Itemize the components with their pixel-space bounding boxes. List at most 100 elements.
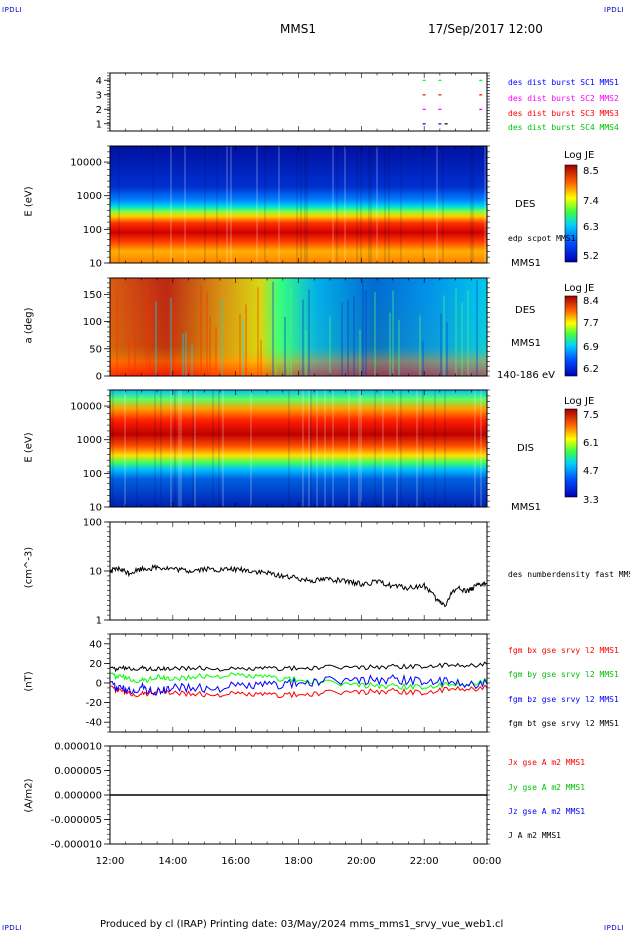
legend-bz: fgm bz gse srvy l2 MMS1 bbox=[508, 695, 619, 704]
des-pitch-texture bbox=[422, 340, 424, 376]
legend-by: fgm by gse srvy l2 MMS1 bbox=[508, 670, 619, 679]
ylabel-current: (A/m2) bbox=[23, 778, 35, 813]
dis-energy-spectrogram-texture bbox=[174, 390, 176, 507]
des-pitch-texture bbox=[359, 329, 361, 376]
colorbar-pitch bbox=[564, 295, 578, 377]
des-energy-spectrogram-texture bbox=[368, 146, 370, 263]
y-tick-label: 0.000000 bbox=[54, 791, 102, 802]
y-tick-label: 0.000005 bbox=[54, 766, 102, 777]
legend-jz: Jz gse A m2 MMS1 bbox=[508, 807, 586, 816]
colorbar-des-mid2: 7.4 bbox=[583, 196, 599, 207]
des-energy-spectrogram-texture bbox=[332, 146, 334, 263]
des-pitch-texture bbox=[215, 326, 217, 376]
dis-energy-spectrogram-texture bbox=[212, 390, 214, 507]
des-pitch-texture bbox=[353, 295, 355, 376]
x-tick-label: 16:00 bbox=[221, 856, 250, 867]
des-pitch-texture bbox=[302, 299, 304, 376]
dis-energy-spectrogram-texture bbox=[444, 390, 446, 507]
des-pitch-texture bbox=[284, 316, 286, 376]
colorbar-dis-mid2: 6.1 bbox=[583, 438, 599, 449]
des-energy-spectrogram-texture bbox=[472, 146, 474, 263]
legend-burst-sc2: des dist burst SC2 MMS2 bbox=[508, 94, 619, 103]
y-tick-label: 1000 bbox=[77, 435, 102, 446]
des-pitch-overlay bbox=[110, 278, 487, 376]
des-energy-spectrogram-texture bbox=[344, 146, 346, 263]
des-pitch-texture bbox=[260, 339, 262, 376]
des-pitch-texture bbox=[419, 315, 421, 376]
corner-mark-top-right: IPDLI bbox=[604, 6, 625, 14]
dis-energy-spectrogram-texture bbox=[178, 390, 180, 507]
burst-mark bbox=[479, 94, 483, 96]
bx-line bbox=[109, 684, 488, 699]
colorbar-des-title: Log JE bbox=[564, 150, 595, 161]
ylabel-des-pitch: a (deg) bbox=[23, 307, 35, 344]
des-energy-spectrogram-texture bbox=[300, 146, 302, 263]
x-tick-label: 18:00 bbox=[284, 856, 313, 867]
dis-energy-spectrogram-texture bbox=[316, 390, 318, 507]
colorbar-dis-min: 3.3 bbox=[583, 495, 599, 506]
colorbar-pitch-min: 6.2 bbox=[583, 364, 599, 375]
y-tick-label: -0.000010 bbox=[51, 840, 102, 851]
des-pitch-texture bbox=[173, 305, 175, 376]
colorbar-des bbox=[564, 164, 578, 263]
dis-energy-spectrogram-texture bbox=[374, 390, 376, 507]
des-energy-spectrogram-texture bbox=[256, 146, 258, 263]
burst-mark bbox=[438, 108, 442, 110]
burst-mark bbox=[479, 108, 483, 110]
spacecraft-title: MMS1 bbox=[280, 22, 316, 36]
colorbar-dis-max: 7.5 bbox=[583, 410, 599, 421]
datetime-title: 17/Sep/2017 12:00 bbox=[428, 22, 543, 36]
des-pitch-texture bbox=[476, 279, 478, 376]
y-tick-label: 1000 bbox=[77, 191, 102, 202]
dis-energy-spectrogram-texture bbox=[400, 390, 402, 507]
ylabel-dis-energy: E (eV) bbox=[23, 432, 35, 463]
dis-energy-spectrogram-texture bbox=[308, 390, 310, 507]
des-pitch-texture bbox=[275, 279, 277, 376]
dis-energy-spectrogram-texture bbox=[332, 390, 334, 507]
density-line bbox=[109, 563, 488, 608]
des-energy-spectrogram-texture bbox=[400, 146, 402, 263]
des-pitch-texture bbox=[170, 297, 172, 376]
dis-energy-spectrogram-texture bbox=[288, 390, 290, 507]
des-pitch-texture bbox=[287, 329, 289, 376]
y-tick-label: 40 bbox=[89, 639, 102, 650]
des-pitch-texture bbox=[272, 281, 274, 376]
dis-energy-spectrogram-texture bbox=[160, 390, 162, 507]
des-pitch-texture bbox=[305, 330, 307, 376]
dis-energy-spectrogram-texture bbox=[218, 390, 220, 507]
x-tick-label: 14:00 bbox=[158, 856, 187, 867]
y-tick-label: -20 bbox=[86, 698, 102, 709]
burst-mark bbox=[438, 94, 442, 96]
dis-energy-spectrogram-texture bbox=[124, 390, 126, 507]
des-energy-spectrogram-texture bbox=[296, 146, 298, 263]
des-pitch-texture bbox=[329, 316, 331, 376]
dis-energy-spectrogram-texture bbox=[358, 390, 360, 507]
bz-line bbox=[110, 673, 488, 697]
y-tick-label: 100 bbox=[83, 469, 102, 480]
burst-mark bbox=[444, 123, 448, 125]
dis-energy-spectrogram-texture bbox=[170, 390, 172, 507]
dis-energy-spectrogram-texture bbox=[192, 390, 194, 507]
dis-energy-spectrogram-texture bbox=[480, 390, 482, 507]
des-pitch-texture bbox=[257, 287, 259, 376]
ylabel-bfield: (nT) bbox=[23, 671, 35, 692]
y-tick-label: 10000 bbox=[70, 158, 102, 169]
des-energy-spectrogram-texture bbox=[216, 146, 218, 263]
des-pitch-texture bbox=[206, 292, 208, 376]
panel-frame bbox=[109, 72, 488, 132]
des-pitch-texture bbox=[365, 289, 367, 376]
corner-mark-top-left: IPDLI bbox=[2, 6, 23, 14]
des-pitch-texture bbox=[308, 289, 310, 376]
y-tick-label: 100 bbox=[83, 317, 102, 328]
y-tick-label: 1 bbox=[96, 119, 102, 130]
des-energy-spectrogram-texture bbox=[470, 146, 472, 263]
label-dis: DIS bbox=[517, 443, 534, 454]
des-energy-spectrogram-texture bbox=[306, 146, 308, 263]
des-pitch-texture bbox=[149, 302, 151, 376]
des-energy-spectrogram-texture bbox=[264, 146, 266, 263]
des-pitch-texture bbox=[374, 292, 376, 376]
panel-frame bbox=[109, 521, 488, 621]
des-energy-spectrogram-texture bbox=[370, 146, 372, 263]
colorbar-pitch-mid2: 7.7 bbox=[583, 318, 599, 329]
des-pitch-texture bbox=[182, 333, 184, 376]
